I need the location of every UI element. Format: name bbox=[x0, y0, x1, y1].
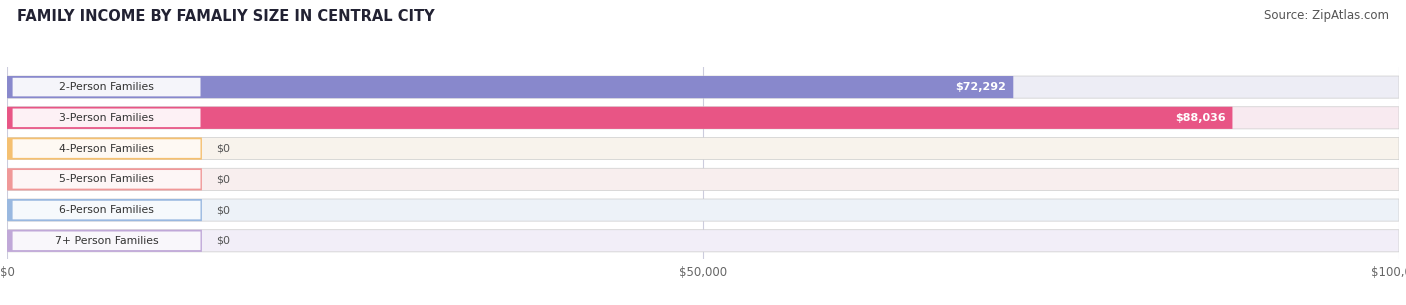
FancyBboxPatch shape bbox=[7, 76, 1399, 98]
Text: $72,292: $72,292 bbox=[956, 82, 1007, 92]
Text: 2-Person Families: 2-Person Families bbox=[59, 82, 155, 92]
FancyBboxPatch shape bbox=[13, 201, 201, 219]
Text: FAMILY INCOME BY FAMALIY SIZE IN CENTRAL CITY: FAMILY INCOME BY FAMALIY SIZE IN CENTRAL… bbox=[17, 9, 434, 24]
FancyBboxPatch shape bbox=[7, 199, 1399, 221]
FancyBboxPatch shape bbox=[7, 230, 1399, 252]
Text: $0: $0 bbox=[217, 205, 229, 215]
Text: 6-Person Families: 6-Person Families bbox=[59, 205, 155, 215]
Text: $0: $0 bbox=[217, 174, 229, 184]
FancyBboxPatch shape bbox=[7, 168, 202, 190]
Text: 4-Person Families: 4-Person Families bbox=[59, 144, 155, 154]
FancyBboxPatch shape bbox=[13, 109, 201, 127]
FancyBboxPatch shape bbox=[7, 76, 1014, 98]
FancyBboxPatch shape bbox=[7, 138, 202, 160]
Text: 7+ Person Families: 7+ Person Families bbox=[55, 236, 159, 246]
FancyBboxPatch shape bbox=[7, 138, 1399, 160]
Text: $0: $0 bbox=[217, 236, 229, 246]
Text: Source: ZipAtlas.com: Source: ZipAtlas.com bbox=[1264, 9, 1389, 22]
FancyBboxPatch shape bbox=[7, 168, 1399, 190]
FancyBboxPatch shape bbox=[13, 231, 201, 250]
FancyBboxPatch shape bbox=[13, 170, 201, 188]
FancyBboxPatch shape bbox=[13, 78, 201, 96]
Text: 3-Person Families: 3-Person Families bbox=[59, 113, 155, 123]
Text: $0: $0 bbox=[217, 144, 229, 154]
Text: $88,036: $88,036 bbox=[1175, 113, 1226, 123]
FancyBboxPatch shape bbox=[7, 107, 1233, 129]
FancyBboxPatch shape bbox=[13, 139, 201, 158]
FancyBboxPatch shape bbox=[7, 230, 202, 252]
FancyBboxPatch shape bbox=[7, 199, 202, 221]
Text: 5-Person Families: 5-Person Families bbox=[59, 174, 155, 184]
FancyBboxPatch shape bbox=[7, 107, 1399, 129]
